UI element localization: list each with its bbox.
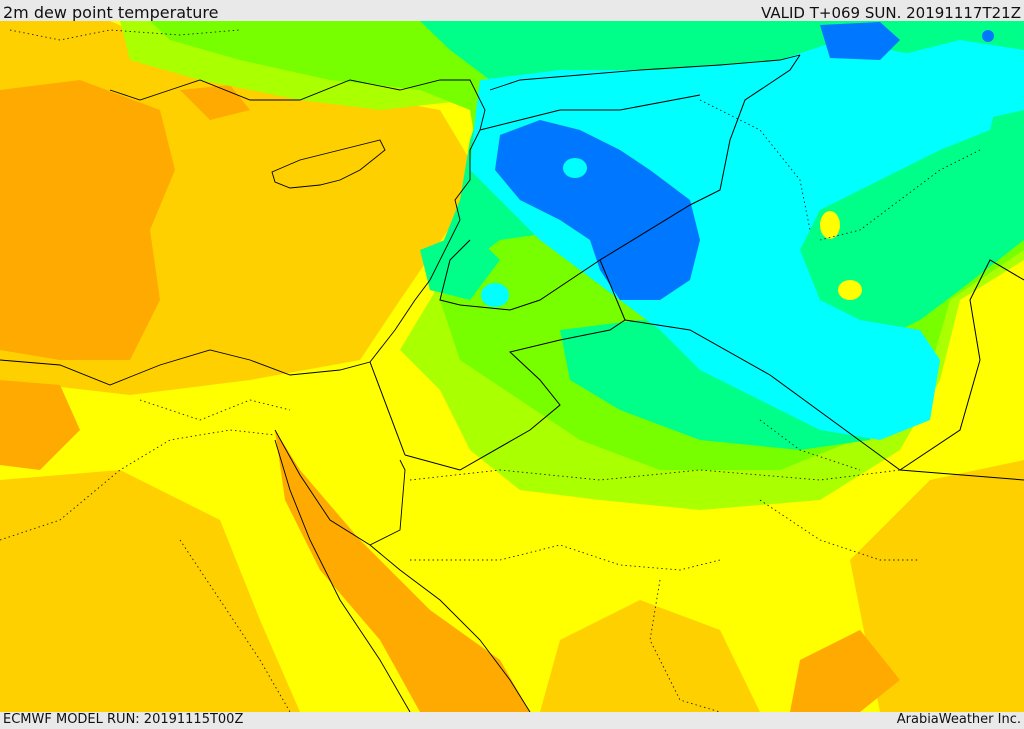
province-borders [0, 29, 981, 712]
field-gold-egypt [0, 470, 300, 712]
field-yellow-spot [838, 280, 862, 300]
model-run: ECMWF MODEL RUN: 20191115T00Z [3, 712, 244, 727]
field-cyan-iraq [470, 40, 1000, 440]
field-spring-levant [420, 230, 500, 300]
field-blue-north [820, 22, 900, 60]
field-gold-south [540, 600, 760, 712]
field-orange-libya [0, 380, 80, 470]
coastlines [0, 54, 801, 712]
field-blue-syria [495, 120, 700, 300]
field-yellow-spot-2 [820, 211, 840, 239]
field-orange-west [0, 80, 175, 360]
valid-time: VALID T+069 SUN. 20191117T21Z [761, 4, 1021, 22]
country-borders [369, 54, 1024, 481]
map-title: 2m dew point temperature [3, 3, 219, 22]
field-orange-east [790, 630, 900, 712]
dew-point-map [0, 21, 1024, 712]
map-panel[interactable] [0, 21, 1024, 712]
field-cyan-spot [481, 283, 509, 307]
field-orange-crete [180, 85, 250, 120]
credit: ArabiaWeather Inc. [896, 712, 1021, 727]
footer-bar: ECMWF MODEL RUN: 20191115T00Z ArabiaWeat… [0, 712, 1024, 729]
field-gold-gulf [850, 460, 1024, 712]
field-orange-red-sea [275, 430, 530, 712]
field-cyan-northeast [880, 40, 1024, 120]
field-cyan-hole [563, 158, 587, 178]
title-bar: 2m dew point temperature VALID T+069 SUN… [0, 0, 1024, 22]
field-blue-spot [982, 30, 994, 42]
